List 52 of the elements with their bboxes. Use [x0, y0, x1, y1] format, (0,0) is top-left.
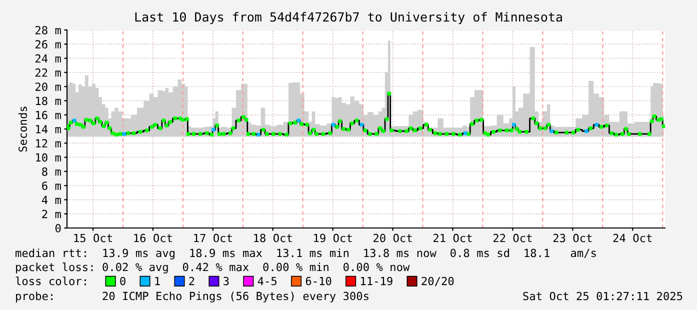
point [256, 132, 260, 136]
point [463, 131, 468, 136]
x-tick-label: 15 Oct [74, 234, 112, 242]
x-tick-label: 24 Oct [613, 234, 652, 242]
point [550, 129, 554, 133]
x-tick-label: 18 Oct [254, 234, 292, 242]
point [594, 122, 598, 127]
y-tick-label: 26 m [36, 40, 61, 49]
legend-label: 3 [224, 276, 229, 286]
point [512, 122, 516, 127]
x-tick-label: 19 Oct [314, 234, 352, 242]
y-tick-label: 10 m [36, 153, 61, 162]
x-tick-label: 22 Oct [493, 234, 532, 242]
text: median rtt: 13.9 ms avg 18.9 ms max 13.1 ms min 13.8 ms now 0.8 ms sd 18.1 am/s [16, 248, 596, 260]
y-tick-label: 4 m [42, 196, 61, 204]
legend-label: 1 [155, 276, 160, 286]
point [72, 118, 76, 122]
legend-label: 0 [120, 276, 126, 286]
x-tick-label: 20 Oct [374, 234, 412, 242]
legend-label: 6-10 [306, 276, 332, 286]
legend-label: 20/20 [422, 276, 454, 286]
x-tick-label: 23 Oct [553, 234, 592, 242]
y-tick-label: 8 m [42, 167, 61, 176]
y-tick-label: 2 m [42, 210, 61, 218]
legend-label: 4-5 [258, 276, 276, 286]
y-tick-label: 28 m [36, 26, 61, 34]
point [212, 128, 216, 132]
y-tick-label: 22 m [36, 68, 61, 77]
point [122, 132, 126, 136]
chart-title: Last 10 Days from 54d4f47267b7 to University of Minnesota [135, 12, 562, 24]
point [296, 118, 300, 122]
text: probe: 20 ICMP Echo Pings (56 Bytes) every 300s [16, 292, 368, 302]
y-tick-label: 20 m [36, 82, 61, 91]
legend-label: 11-19 [361, 276, 392, 286]
point [584, 129, 588, 133]
x-tick-label: 16 Oct [134, 234, 172, 242]
text: packet loss: 0.02 % avg 0.42 % max 0.00 % min 0.00 % now [16, 262, 410, 274]
legend-title: loss color: [16, 276, 86, 286]
x-tick-label: 21 Oct [433, 234, 472, 242]
y-axis-title: Seconds [18, 106, 27, 152]
point [360, 122, 364, 127]
text: Sat Oct 25 01:27:11 2025 [523, 292, 682, 300]
y-tick-label: 12 m [36, 139, 61, 148]
point [332, 122, 336, 127]
x-tick-label: 17 Oct [194, 234, 232, 242]
y-tick-label: 24 m [36, 54, 61, 63]
y-tick-label: 6 m [42, 182, 61, 190]
y-tick-label: 14 m [36, 125, 61, 134]
y-tick-label: 0 [55, 224, 61, 232]
legend-label: 2 [189, 276, 194, 286]
y-tick-label: 16 m [36, 110, 61, 120]
y-tick-label: 18 m [36, 96, 61, 106]
